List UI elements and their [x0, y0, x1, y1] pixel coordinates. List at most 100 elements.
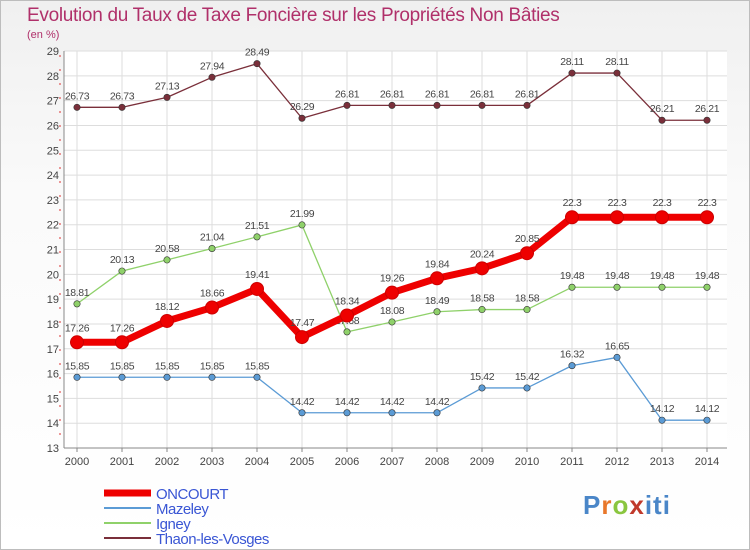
data-label: 17.26	[65, 322, 90, 334]
data-point	[298, 221, 306, 229]
data-point	[298, 114, 306, 122]
data-point	[658, 116, 666, 124]
x-tick-label: 2002	[155, 456, 179, 468]
data-label: 26.21	[695, 103, 720, 115]
data-label: 20.13	[110, 254, 135, 266]
y-tick-label: 17	[47, 344, 59, 356]
data-point	[433, 308, 441, 316]
y-tick-label: 23	[47, 195, 59, 207]
logo-letter-p: P	[583, 490, 602, 520]
data-point	[523, 384, 531, 392]
data-label: 26.81	[380, 88, 405, 100]
data-point	[73, 103, 81, 111]
data-point	[253, 60, 261, 68]
data-label: 16.32	[560, 349, 585, 361]
logo-letter-r: r	[601, 490, 613, 520]
data-label: 26.73	[65, 90, 90, 102]
data-label: 26.81	[515, 88, 540, 100]
logo-letters-iti: iti	[644, 490, 671, 520]
proxiti-logo[interactable]: Proxiti	[583, 490, 671, 521]
data-point	[163, 373, 171, 381]
x-tick-label: 2009	[470, 456, 494, 468]
y-tick-label: 15	[47, 393, 59, 405]
data-label: 18.66	[200, 288, 225, 300]
series-mazeley: 15.85 15.85 15.85 15.85 15.85 14.42 14.42 14.42…	[65, 340, 720, 424]
data-point	[523, 306, 531, 314]
data-point	[388, 101, 396, 109]
data-label: 26.73	[110, 90, 135, 102]
data-point	[700, 210, 714, 225]
data-label: 15.42	[470, 371, 495, 383]
data-label: 28.49	[245, 47, 270, 59]
y-tick-label: 29	[47, 46, 59, 58]
data-label: 15.85	[155, 360, 180, 372]
x-tick-label: 2001	[110, 456, 134, 468]
data-point	[298, 409, 306, 417]
unit-label: (en %)	[27, 29, 60, 41]
data-point	[703, 283, 711, 291]
data-label: 26.29	[290, 101, 315, 113]
data-point	[703, 416, 711, 424]
x-tick-label: 2011	[560, 456, 584, 468]
data-label: 18.58	[515, 293, 540, 305]
legend-label: Igney	[156, 516, 191, 533]
y-tick-label: 21	[47, 245, 59, 257]
legend-label: Mazeley	[156, 501, 209, 518]
x-tick-label: 2007	[380, 456, 404, 468]
data-label: 19.48	[695, 270, 720, 282]
legend-label: ONCOURT	[156, 486, 228, 503]
data-label: 22.3	[653, 197, 672, 209]
data-label: 26.81	[470, 88, 495, 100]
y-tick-label: 28	[47, 71, 59, 83]
data-label: 26.21	[650, 103, 675, 115]
data-point	[568, 362, 576, 370]
data-label: 19.41	[245, 269, 270, 281]
data-label: 21.99	[290, 208, 315, 220]
y-tick-label: 20	[47, 269, 59, 281]
y-tick-label: 16	[47, 369, 59, 381]
data-point	[343, 101, 351, 109]
data-point	[160, 313, 174, 328]
data-label: 20.85	[515, 233, 540, 245]
data-label: 20.24	[470, 248, 495, 260]
data-label: 18.81	[65, 287, 90, 299]
data-point	[523, 101, 531, 109]
data-label: 18.49	[425, 295, 450, 307]
data-point	[250, 281, 264, 296]
data-label: 14.12	[650, 403, 675, 415]
y-tick-label: 14	[47, 418, 59, 430]
data-label: 19.48	[650, 270, 675, 282]
data-point	[343, 409, 351, 417]
data-label: 17.26	[110, 322, 135, 334]
data-point	[340, 308, 354, 323]
data-label: 28.11	[605, 56, 629, 68]
y-tick-label: 13	[47, 443, 59, 455]
data-point	[118, 373, 126, 381]
data-point	[703, 116, 711, 124]
data-label: 15.42	[515, 371, 540, 383]
logo-letter-o: o	[612, 490, 630, 520]
data-point	[610, 210, 624, 225]
data-label: 18.08	[380, 305, 405, 317]
data-label: 14.42	[290, 396, 315, 408]
data-label: 18.12	[155, 301, 180, 313]
y-tick-label: 27	[47, 96, 59, 108]
data-label: 22.3	[698, 197, 717, 209]
data-point	[478, 384, 486, 392]
data-point	[295, 330, 309, 345]
data-label: 14.12	[695, 403, 720, 415]
data-point	[568, 283, 576, 291]
data-label: 19.48	[560, 270, 585, 282]
data-point	[568, 69, 576, 77]
data-label: 22.3	[563, 197, 582, 209]
y-tick-label: 18	[47, 319, 59, 331]
data-label: 14.42	[380, 396, 405, 408]
data-label: 14.42	[425, 396, 450, 408]
data-point	[385, 285, 399, 300]
data-point	[565, 210, 579, 225]
data-point	[70, 335, 84, 350]
x-tick-label: 2010	[515, 456, 539, 468]
logo-letter-x: x	[629, 490, 645, 520]
